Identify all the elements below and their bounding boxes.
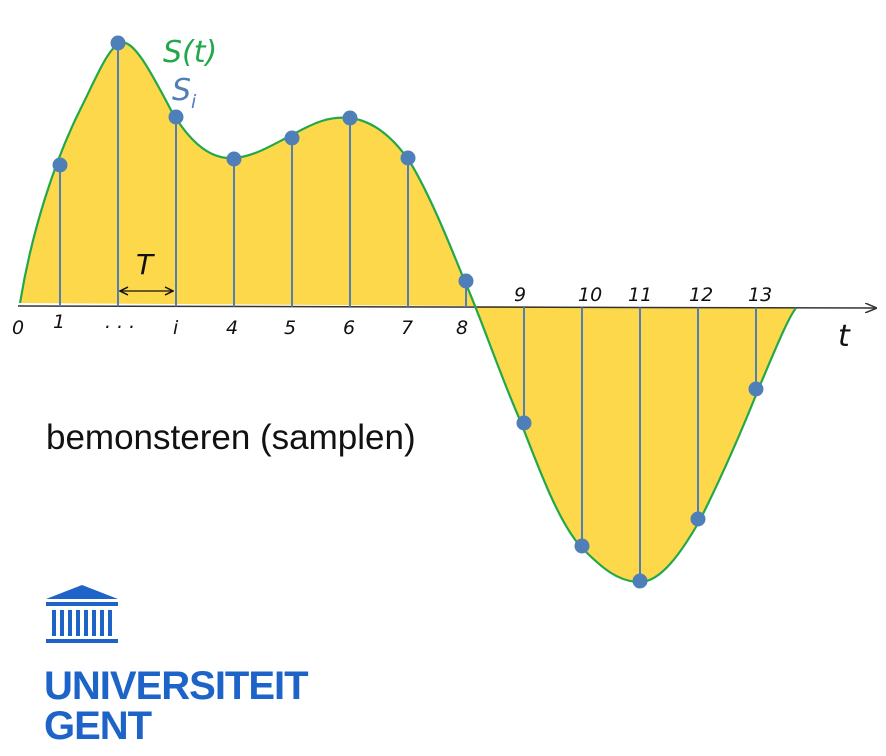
tick-label-1: 1 xyxy=(53,311,65,333)
sample-point-11 xyxy=(632,573,648,589)
logo-name-line2: GENT xyxy=(44,704,152,748)
tick-label-2: . . . xyxy=(105,311,135,333)
sample-label-sub: i xyxy=(191,91,197,113)
axis-label: t xyxy=(838,319,851,354)
tick-label-8: 8 xyxy=(456,317,468,339)
sample-point-8 xyxy=(458,273,474,289)
tick-label-9: 9 xyxy=(514,284,526,306)
tick-label-11: 11 xyxy=(628,284,652,306)
sample-point-3 xyxy=(168,109,184,125)
sample-label: Si xyxy=(172,73,197,113)
signal-area-fill xyxy=(20,42,796,582)
sample-point-10 xyxy=(574,538,590,554)
sample-point-2 xyxy=(110,35,126,51)
sample-point-7 xyxy=(400,150,416,166)
tick-labels: 0 1 . . . i 4 5 6 7 8 9 10 11 12 13 xyxy=(12,284,772,339)
caption: bemonsteren (samplen) xyxy=(46,418,416,457)
sample-label-main: S xyxy=(172,73,191,108)
logo-name-line1: UNIVERSITEIT xyxy=(44,664,309,708)
building-columns-icon xyxy=(46,585,118,643)
tick-label-13: 13 xyxy=(748,284,772,306)
tick-label-6: 6 xyxy=(343,317,355,339)
tick-label-0: 0 xyxy=(12,317,24,339)
tick-label-5: 5 xyxy=(284,317,296,339)
sample-points xyxy=(52,35,764,589)
time-axis xyxy=(17,306,876,308)
sample-point-4 xyxy=(226,151,242,167)
tick-label-4: 4 xyxy=(226,317,238,339)
sample-point-1 xyxy=(52,157,68,173)
tick-label-7: 7 xyxy=(401,317,413,339)
tick-label-10: 10 xyxy=(578,284,602,306)
tick-label-12: 12 xyxy=(689,284,713,306)
sample-point-13 xyxy=(748,381,764,397)
sample-stems xyxy=(59,43,757,581)
period-label: T xyxy=(136,248,155,281)
sample-point-9 xyxy=(516,415,532,431)
sample-point-5 xyxy=(284,130,300,146)
signal-label: S(t) xyxy=(163,35,217,70)
sample-point-6 xyxy=(342,110,358,126)
sample-point-12 xyxy=(690,511,706,527)
tick-label-3: i xyxy=(173,317,179,339)
